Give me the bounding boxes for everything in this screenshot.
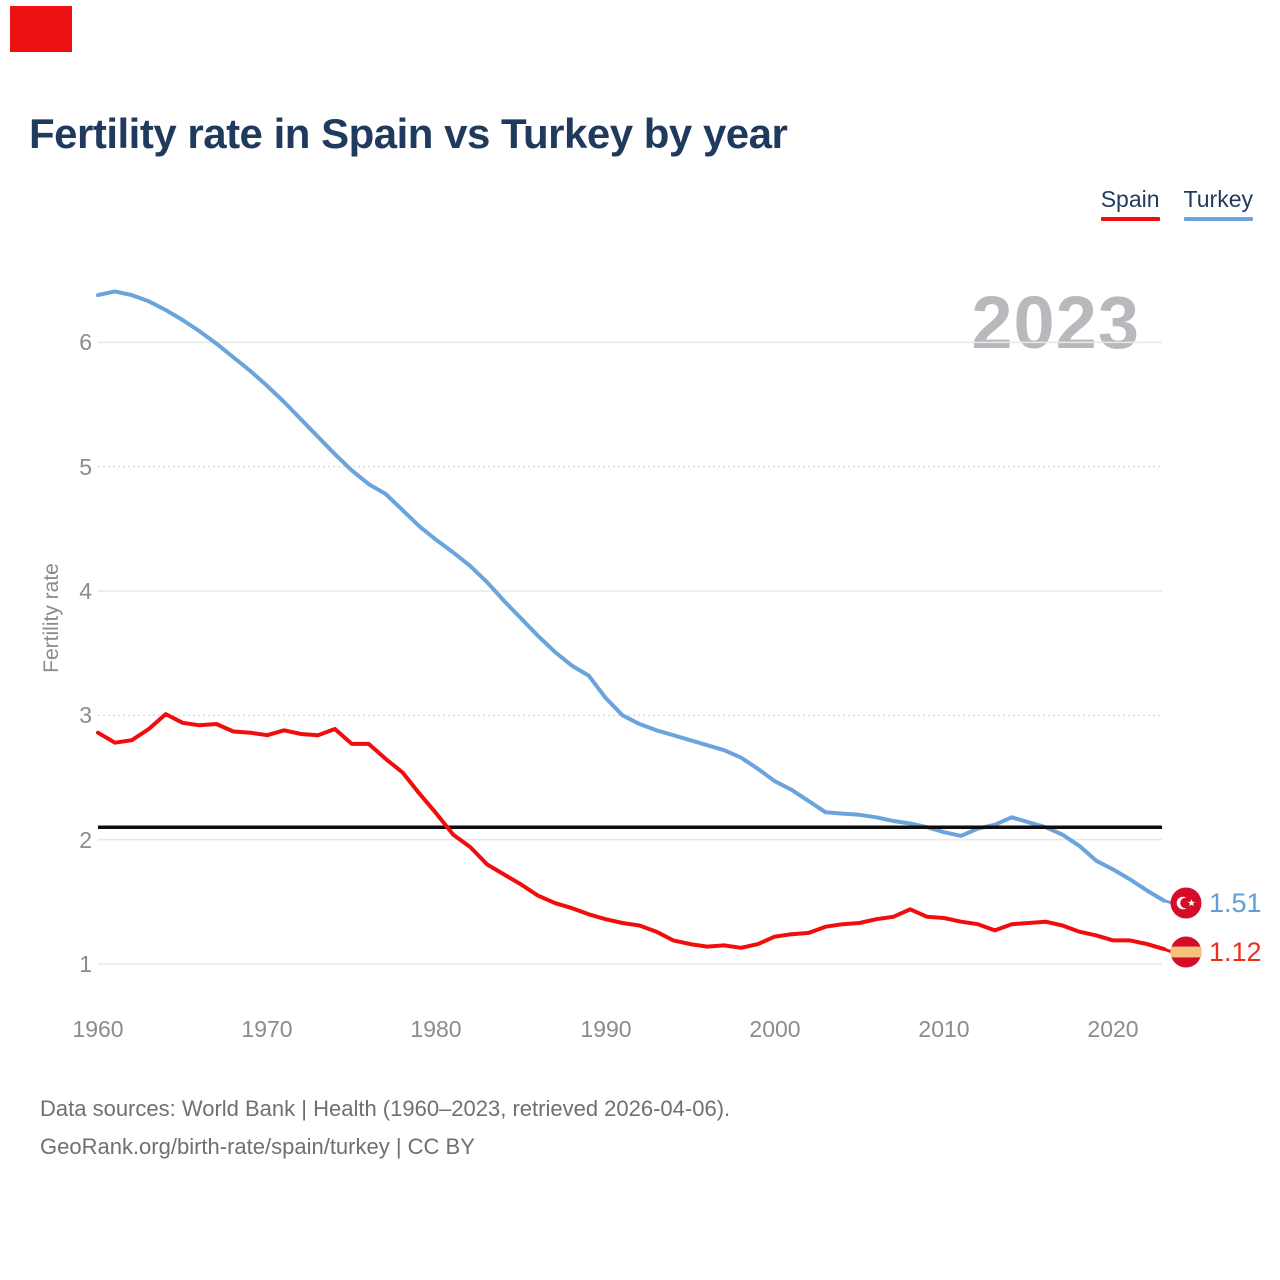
x-tick-1970: 1970 <box>241 1016 293 1042</box>
turkey-flag-icon <box>1170 887 1202 919</box>
page-title: Fertility rate in Spain vs Turkey by yea… <box>29 110 788 157</box>
x-tick-2020: 2020 <box>1087 1016 1139 1042</box>
y-tick-3: 3 <box>79 702 92 728</box>
series-line-turkey <box>96 289 1166 903</box>
x-tick-1990: 1990 <box>580 1016 632 1042</box>
spain-end-value: 1.12 <box>1209 937 1262 967</box>
legend-underline-spain <box>1100 217 1160 221</box>
y-tick-4: 4 <box>79 578 92 604</box>
x-tick-2010: 2010 <box>918 1016 970 1042</box>
legend-item-spain[interactable]: Spain <box>1100 186 1160 221</box>
legend-label-spain: Spain <box>1100 186 1160 212</box>
legend-item-turkey[interactable]: Turkey <box>1183 186 1253 221</box>
x-tick-1960: 1960 <box>72 1016 124 1042</box>
footer-license-line: GeoRank.org/birth-rate/spain/turkey | CC… <box>40 1134 475 1159</box>
annotation-rectangle <box>10 6 72 52</box>
y-tick-5: 5 <box>79 454 92 480</box>
x-tick-2000: 2000 <box>749 1016 801 1042</box>
series-line-spain <box>96 712 1166 952</box>
turkey-end-value: 1.51 <box>1209 888 1262 918</box>
year-watermark: 2023 <box>971 281 1140 364</box>
legend: Spain Turkey <box>1100 186 1253 221</box>
y-tick-2: 2 <box>79 827 92 853</box>
footer: Data sources: World Bank | Health (1960–… <box>40 1090 730 1166</box>
footer-source-line: Data sources: World Bank | Health (1960–… <box>40 1096 731 1121</box>
y-tick-1: 1 <box>79 951 92 977</box>
y-axis-label: Fertility rate <box>40 563 63 673</box>
y-tick-6: 6 <box>79 329 92 355</box>
legend-underline-turkey <box>1183 217 1253 221</box>
spain-flag-icon <box>1170 936 1202 968</box>
legend-label-turkey: Turkey <box>1183 186 1253 212</box>
x-tick-1980: 1980 <box>410 1016 462 1042</box>
